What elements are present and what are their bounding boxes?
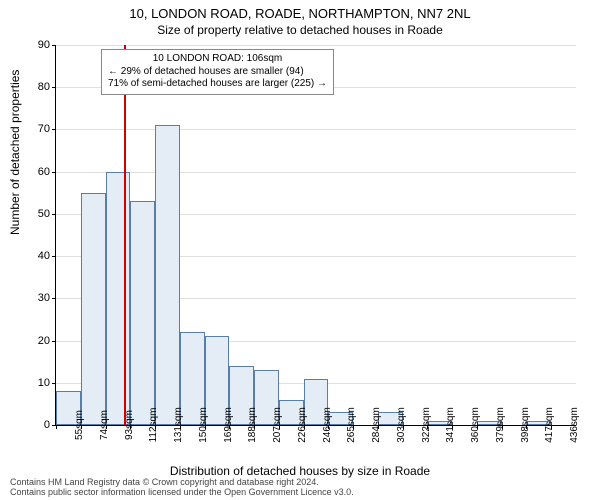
chart-title: 10, LONDON ROAD, ROADE, NORTHAMPTON, NN7…: [0, 6, 600, 21]
xtick-mark: [353, 425, 354, 429]
xtick-mark: [328, 425, 329, 429]
xtick-mark: [403, 425, 404, 429]
ytick-label: 80: [38, 81, 56, 93]
xtick-mark: [502, 425, 503, 429]
annotation-box: 10 LONDON ROAD: 106sqm ← 29% of detached…: [101, 49, 334, 95]
gridline: [56, 129, 576, 130]
y-axis-label: Number of detached properties: [8, 70, 22, 235]
ytick-label: 20: [38, 335, 56, 347]
x-axis-label: Distribution of detached houses by size …: [0, 464, 600, 478]
gridline: [56, 45, 576, 46]
footer-text: Contains HM Land Registry data © Crown c…: [10, 478, 354, 498]
xtick-mark: [452, 425, 453, 429]
annotation-line-2: ← 29% of detached houses are smaller (94…: [108, 66, 327, 79]
histogram-bar: [106, 172, 131, 425]
chart-container: 10, LONDON ROAD, ROADE, NORTHAMPTON, NN7…: [0, 0, 600, 500]
annotation-line-3: 71% of semi-detached houses are larger (…: [108, 78, 327, 91]
ytick-label: 30: [38, 292, 56, 304]
gridline: [56, 172, 576, 173]
xtick-mark: [81, 425, 82, 429]
reference-line: [124, 45, 126, 425]
xtick-mark: [304, 425, 305, 429]
footer-line-2: Contains public sector information licen…: [10, 488, 354, 498]
histogram-bar: [130, 201, 155, 425]
ytick-label: 0: [44, 419, 56, 431]
ytick-label: 40: [38, 250, 56, 262]
xtick-mark: [56, 425, 57, 429]
xtick-mark: [526, 425, 527, 429]
xtick-mark: [254, 425, 255, 429]
ytick-label: 10: [38, 377, 56, 389]
ytick-label: 70: [38, 123, 56, 135]
annotation-line-1: 10 LONDON ROAD: 106sqm: [108, 53, 327, 66]
plot-area: 010203040506070809055sqm74sqm93sqm112sqm…: [55, 45, 576, 426]
xtick-mark: [155, 425, 156, 429]
histogram-bar: [155, 125, 180, 425]
xtick-mark: [180, 425, 181, 429]
xtick-mark: [205, 425, 206, 429]
xtick-label: 436sqm: [555, 407, 580, 443]
chart-subtitle: Size of property relative to detached ho…: [0, 23, 600, 37]
xtick-mark: [279, 425, 280, 429]
xtick-mark: [477, 425, 478, 429]
ytick-label: 50: [38, 208, 56, 220]
xtick-mark: [378, 425, 379, 429]
ytick-label: 90: [38, 39, 56, 51]
histogram-bar: [81, 193, 106, 425]
xtick-mark: [551, 425, 552, 429]
xtick-mark: [229, 425, 230, 429]
xtick-mark: [427, 425, 428, 429]
xtick-mark: [106, 425, 107, 429]
xtick-mark: [130, 425, 131, 429]
ytick-label: 60: [38, 166, 56, 178]
